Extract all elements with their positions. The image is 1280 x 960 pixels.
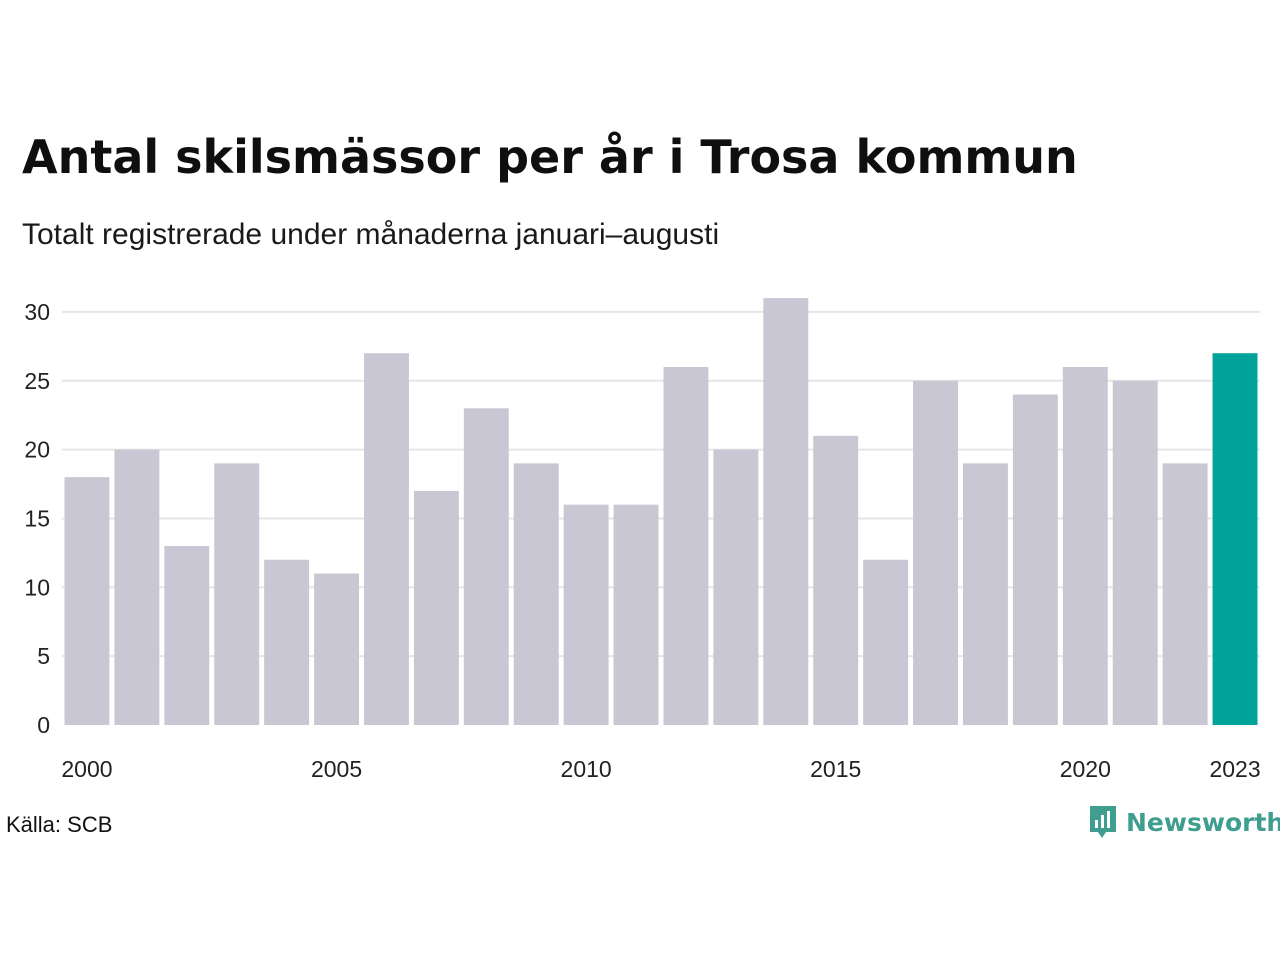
y-tick-label: 30	[24, 299, 50, 325]
bar-2015	[813, 435, 859, 725]
x-tick-label: 2010	[561, 756, 612, 782]
bar-2018	[963, 463, 1008, 725]
bar-2016	[863, 559, 909, 725]
bar-2000	[64, 477, 110, 725]
bar-2023	[1212, 353, 1258, 725]
x-tick-label: 2023	[1209, 756, 1260, 782]
y-axis-tick-labels: 0 5 10 15 20 25 30	[24, 299, 50, 738]
bar-2019	[1012, 394, 1058, 725]
bar-2005	[314, 573, 359, 725]
source-note: Källa: SCB	[6, 812, 113, 837]
y-tick-label: 15	[24, 505, 50, 531]
x-tick-label: 2020	[1060, 756, 1111, 782]
x-tick-label: 2015	[810, 756, 861, 782]
bar-2020	[1062, 366, 1108, 725]
grid-lines	[62, 310, 1260, 658]
chart-subtitle: Totalt registrerade under månaderna janu…	[22, 218, 720, 251]
bar-2009	[513, 463, 559, 725]
y-tick-label: 10	[24, 574, 50, 600]
bar-chart: 0 5 10 15 20 25 30 2000 2005 2010 2015 2020 2023	[24, 298, 1261, 782]
bar-2008	[463, 408, 509, 725]
bar-2006	[364, 353, 409, 725]
bar-2014	[763, 298, 809, 725]
bar-2002	[164, 545, 210, 725]
bar-2007	[413, 490, 459, 725]
y-tick-label: 0	[37, 712, 50, 738]
bar-2021	[1112, 380, 1158, 725]
bar-2001	[114, 449, 160, 725]
bar-2010	[563, 504, 609, 725]
newsworthy-logo: Newsworthy	[1088, 804, 1280, 840]
x-tick-label: 2005	[311, 756, 362, 782]
bar-2013	[713, 449, 759, 725]
bar-2003	[214, 463, 260, 725]
bar-2011	[613, 504, 659, 725]
x-tick-label: 2000	[61, 756, 112, 782]
brand-name: Newsworthy	[1126, 807, 1280, 837]
bar-2004	[264, 559, 310, 725]
bar-chart-speech-bubble-icon	[1090, 806, 1116, 838]
bar-2017	[913, 380, 958, 725]
bar-2022	[1162, 463, 1208, 725]
bars	[64, 298, 1258, 725]
y-tick-label: 20	[24, 437, 50, 463]
bar-2012	[663, 366, 709, 725]
y-tick-label: 25	[24, 368, 50, 394]
x-axis-tick-labels: 2000 2005 2010 2015 2020 2023	[61, 756, 1260, 782]
chart-title: Antal skilsmässor per år i Trosa kommun	[22, 130, 1078, 184]
y-tick-label: 5	[37, 643, 50, 669]
